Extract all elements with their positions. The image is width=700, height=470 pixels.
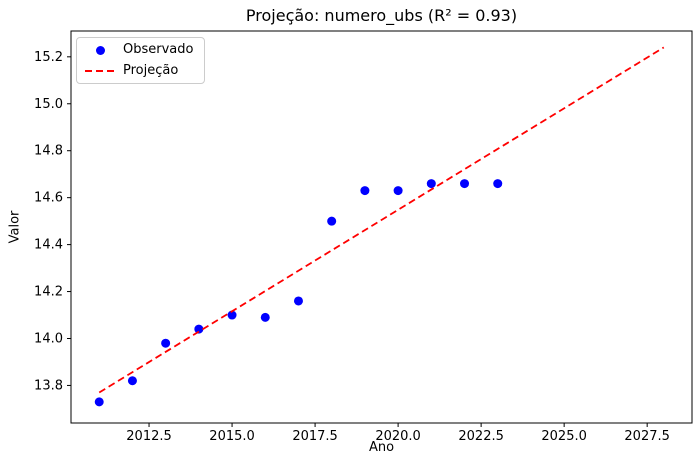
- data-point: [194, 324, 204, 334]
- y-tick-label: 14.6: [34, 191, 63, 206]
- data-point: [127, 376, 137, 386]
- data-point: [161, 338, 171, 348]
- y-tick-label: 14.2: [34, 285, 63, 300]
- data-point: [94, 397, 104, 407]
- chart-title: Projeção: numero_ubs (R² = 0.93): [245, 6, 518, 25]
- x-tick-label: 2015.0: [209, 429, 255, 444]
- x-tick-label: 2025.0: [541, 429, 587, 444]
- y-tick-label: 15.0: [34, 97, 63, 112]
- y-tick-label: 14.4: [34, 238, 63, 253]
- x-tick-label: 2017.5: [292, 429, 338, 444]
- data-point: [293, 296, 303, 306]
- data-point: [260, 312, 270, 322]
- x-tick-label: 2022.5: [458, 429, 504, 444]
- legend-label-observado: Observado: [123, 42, 194, 57]
- x-axis-label: Ano: [368, 440, 395, 455]
- legend-label-projecao: Projeção: [123, 63, 179, 78]
- data-point: [426, 179, 436, 189]
- data-point: [460, 179, 470, 189]
- axes-frame: [70, 30, 693, 424]
- x-tick-label: 2020.0: [375, 429, 421, 444]
- x-tick-label: 2027.5: [624, 429, 670, 444]
- legend-item-observado: Observado: [84, 42, 197, 58]
- projection-line: [98, 46, 665, 394]
- legend: Observado Projeção: [76, 37, 205, 84]
- y-tick-label: 13.8: [34, 378, 63, 393]
- y-tick-label: 14.8: [34, 144, 63, 159]
- y-tick-label: 14.0: [34, 331, 63, 346]
- observado-marker-icon: [84, 45, 116, 55]
- data-point: [227, 310, 237, 320]
- legend-item-projecao: Projeção: [84, 63, 197, 79]
- y-tick-label: 15.2: [34, 50, 63, 65]
- data-point: [360, 186, 370, 196]
- data-point: [393, 186, 403, 196]
- y-axis-label: Valor: [7, 210, 23, 244]
- data-point: [493, 179, 503, 189]
- x-tick-label: 2012.5: [126, 429, 172, 444]
- projecao-line-icon: [84, 69, 116, 73]
- red-dashed-line-icon: [85, 70, 115, 72]
- blue-dot-icon: [95, 45, 105, 55]
- data-point: [327, 216, 337, 226]
